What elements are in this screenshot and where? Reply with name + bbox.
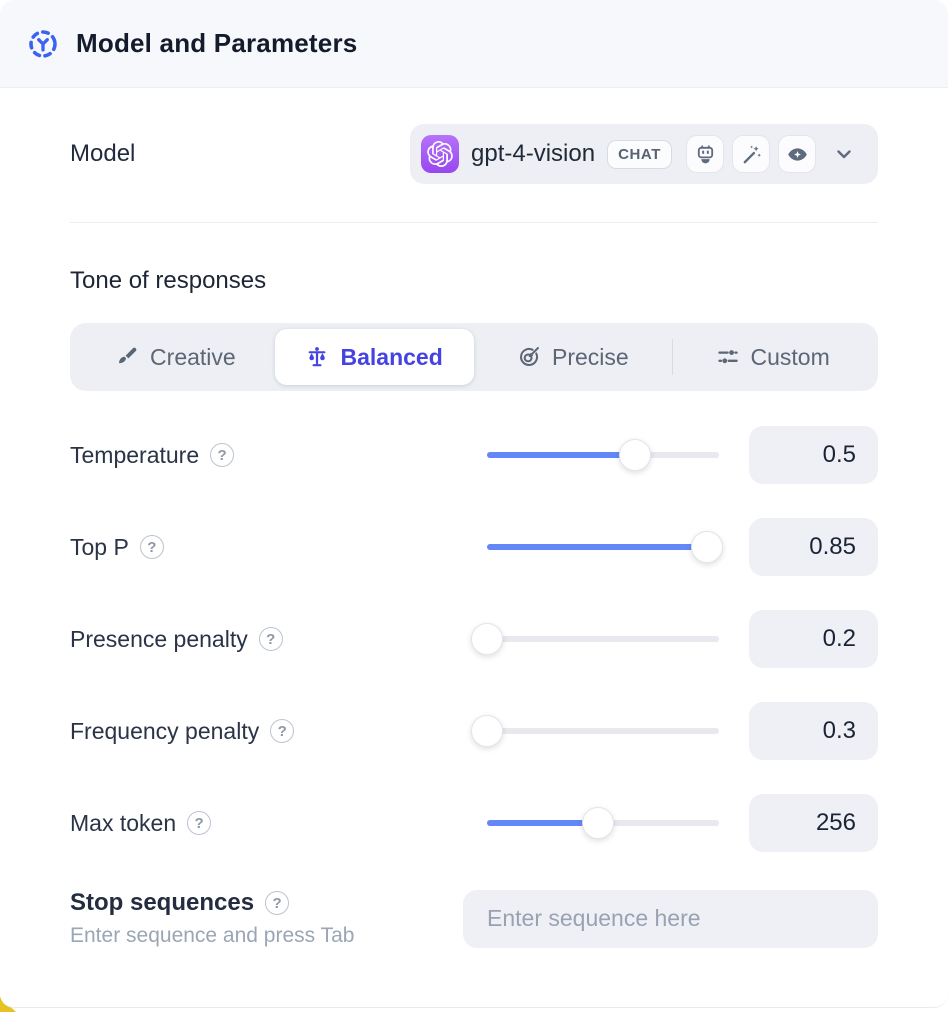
- capability-badges: [686, 135, 817, 173]
- slider-thumb[interactable]: [471, 715, 503, 747]
- target-arrow-icon: [520, 347, 540, 366]
- tone-option-label: Precise: [552, 343, 629, 370]
- param-row-max-token: Max token ? 256: [70, 777, 878, 869]
- help-icon[interactable]: ?: [270, 719, 295, 743]
- param-label: Presence penalty: [70, 625, 248, 652]
- section-divider: [70, 222, 878, 223]
- tone-option-custom[interactable]: Custom: [673, 329, 872, 385]
- presence-penalty-slider[interactable]: [471, 622, 719, 656]
- openai-logo-icon: [421, 135, 459, 173]
- model-hub-icon: [27, 28, 59, 60]
- param-label: Top P: [70, 533, 129, 560]
- param-row-frequency-penalty: Frequency penalty ? 0.3: [70, 685, 878, 777]
- slider-thumb[interactable]: [582, 807, 615, 839]
- model-row: Model gpt-4-vision CHAT: [70, 124, 878, 184]
- tone-segmented-control: Creative Balanced Pre: [70, 323, 878, 391]
- parameters-section: Temperature ? 0.5 Top P ? 0.85: [70, 409, 878, 869]
- panel-title: Model and Parameters: [76, 28, 358, 58]
- balance-scale-icon: [309, 347, 326, 367]
- help-icon[interactable]: ?: [258, 627, 283, 651]
- slider-thumb[interactable]: [691, 531, 724, 563]
- model-type-badge: CHAT: [607, 139, 673, 169]
- selected-model-name: gpt-4-vision: [471, 140, 596, 167]
- tone-option-label: Balanced: [340, 343, 443, 370]
- slider-thumb[interactable]: [619, 439, 652, 471]
- chevron-down-icon: [832, 142, 856, 166]
- param-label: Max token: [70, 809, 177, 836]
- presence-penalty-value[interactable]: 0.2: [749, 610, 878, 668]
- model-select-dropdown[interactable]: gpt-4-vision CHAT: [410, 124, 878, 184]
- stop-sequences-row: Stop sequences ? Enter sequence and pres…: [70, 889, 878, 948]
- vision-eye-icon: [778, 135, 817, 173]
- tone-option-precise[interactable]: Precise: [474, 329, 673, 385]
- sliders-icon: [717, 350, 738, 364]
- magic-wand-icon: [732, 135, 771, 173]
- param-row-presence-penalty: Presence penalty ? 0.2: [70, 593, 878, 685]
- help-icon[interactable]: ?: [265, 891, 290, 915]
- slider-thumb[interactable]: [471, 623, 503, 655]
- help-icon[interactable]: ?: [210, 443, 235, 467]
- max-token-value[interactable]: 256: [749, 794, 878, 852]
- param-row-top-p: Top P ? 0.85: [70, 501, 878, 593]
- tone-option-label: Creative: [150, 343, 236, 370]
- param-label: Frequency penalty: [70, 717, 260, 744]
- temperature-value[interactable]: 0.5: [749, 426, 878, 484]
- segment-divider: [672, 339, 674, 375]
- tone-heading: Tone of responses: [70, 267, 267, 294]
- param-label: Temperature: [70, 441, 200, 468]
- param-row-temperature: Temperature ? 0.5: [70, 409, 878, 501]
- help-icon[interactable]: ?: [187, 811, 212, 835]
- robot-icon: [686, 135, 725, 173]
- tone-option-label: Custom: [750, 343, 830, 370]
- stop-sequences-label: Stop sequences: [70, 889, 255, 916]
- stop-sequences-helper: Enter sequence and press Tab: [70, 924, 355, 947]
- help-icon[interactable]: ?: [139, 535, 164, 559]
- top-p-slider[interactable]: [487, 530, 724, 564]
- frequency-penalty-slider[interactable]: [471, 714, 719, 748]
- paintbrush-icon: [119, 347, 137, 364]
- tone-option-creative[interactable]: Creative: [76, 329, 275, 385]
- top-p-value[interactable]: 0.85: [749, 518, 878, 576]
- frequency-penalty-value[interactable]: 0.3: [749, 702, 878, 760]
- temperature-slider[interactable]: [487, 438, 719, 472]
- tone-option-balanced[interactable]: Balanced: [274, 329, 474, 385]
- panel-header: Model and Parameters: [0, 0, 948, 88]
- max-token-slider[interactable]: [487, 806, 719, 840]
- stop-sequence-input[interactable]: [463, 889, 878, 948]
- model-label: Model: [70, 140, 136, 167]
